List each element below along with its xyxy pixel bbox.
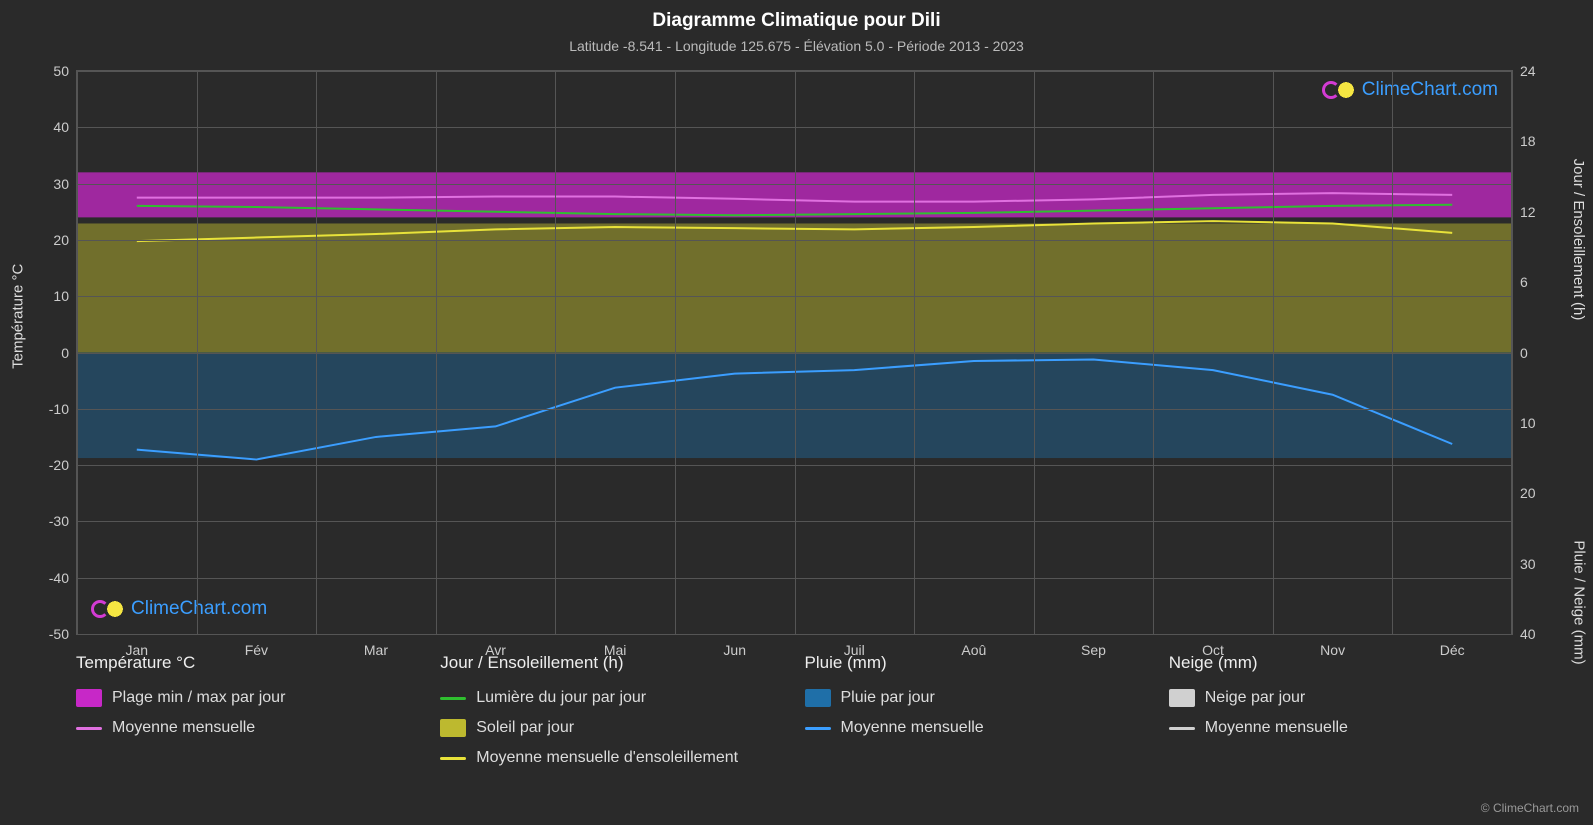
legend-swatch [76, 727, 102, 730]
legend-header: Neige (mm) [1169, 653, 1513, 673]
y-right-bottom-tick: 10 [1512, 415, 1536, 431]
legend-label: Moyenne mensuelle [1205, 719, 1348, 737]
legend-item: Moyenne mensuelle [76, 719, 420, 737]
legend-header: Jour / Ensoleillement (h) [440, 653, 784, 673]
legend-label: Moyenne mensuelle [841, 719, 984, 737]
y-left-tick: 0 [61, 345, 77, 361]
legend: Température °C Plage min / max par jour Mo… [76, 653, 1513, 813]
legend-swatch [805, 727, 831, 730]
legend-swatch [76, 689, 102, 707]
legend-column: Neige (mm) Neige par jour Moyenne mensuell… [1169, 653, 1513, 813]
legend-swatch [440, 757, 466, 760]
copyright-text: © ClimeChart.com [1481, 801, 1579, 815]
y-right-top-tick: 12 [1512, 204, 1536, 220]
legend-label: Plage min / max par jour [112, 689, 285, 707]
y-axis-left-label: Température °C [10, 263, 27, 368]
legend-item: Soleil par jour [440, 719, 784, 737]
y-left-tick: 40 [53, 119, 77, 135]
legend-swatch [805, 689, 831, 707]
legend-label: Moyenne mensuelle [112, 719, 255, 737]
y-right-top-tick: 0 [1512, 345, 1528, 361]
legend-label: Lumière du jour par jour [476, 689, 646, 707]
y-axis-right-top-label: Jour / Ensoleillement (h) [1571, 159, 1588, 321]
plot-area: ClimeChart.com ClimeChart.com -50-40-30-… [76, 70, 1513, 635]
chart-title: Diagramme Climatique pour Dili [0, 0, 1593, 32]
y-right-bottom-tick: 40 [1512, 626, 1536, 642]
y-right-top-tick: 18 [1512, 133, 1536, 149]
climate-chart-container: Diagramme Climatique pour Dili Latitude … [0, 0, 1593, 825]
legend-column: Pluie (mm) Pluie par jour Moyenne mensuell… [805, 653, 1149, 813]
legend-item: Moyenne mensuelle [805, 719, 1149, 737]
y-right-top-tick: 24 [1512, 63, 1536, 79]
legend-swatch [1169, 727, 1195, 730]
legend-item: Plage min / max par jour [76, 689, 420, 707]
legend-swatch [1169, 689, 1195, 707]
y-left-tick: 20 [53, 232, 77, 248]
y-left-tick: -50 [49, 626, 77, 642]
legend-column: Jour / Ensoleillement (h) Lumière du jour… [440, 653, 784, 813]
y-right-bottom-tick: 30 [1512, 556, 1536, 572]
y-left-tick: 50 [53, 63, 77, 79]
legend-swatch [440, 719, 466, 737]
legend-item: Moyenne mensuelle [1169, 719, 1513, 737]
y-left-tick: 30 [53, 176, 77, 192]
legend-label: Moyenne mensuelle d'ensoleillement [476, 749, 738, 767]
y-left-tick: -30 [49, 513, 77, 529]
legend-item: Pluie par jour [805, 689, 1149, 707]
legend-item: Neige par jour [1169, 689, 1513, 707]
y-left-tick: -20 [49, 457, 77, 473]
chart-subtitle: Latitude -8.541 - Longitude 125.675 - Él… [0, 38, 1593, 54]
legend-label: Pluie par jour [841, 689, 935, 707]
y-axis-right-bottom-label: Pluie / Neige (mm) [1571, 540, 1588, 664]
legend-item: Lumière du jour par jour [440, 689, 784, 707]
y-left-tick: -40 [49, 570, 77, 586]
legend-label: Soleil par jour [476, 719, 574, 737]
legend-column: Température °C Plage min / max par jour Mo… [76, 653, 420, 813]
y-right-bottom-tick: 20 [1512, 485, 1536, 501]
legend-swatch [440, 697, 466, 700]
legend-label: Neige par jour [1205, 689, 1306, 707]
y-left-tick: 10 [53, 288, 77, 304]
y-right-top-tick: 6 [1512, 274, 1528, 290]
legend-header: Température °C [76, 653, 420, 673]
y-left-tick: -10 [49, 401, 77, 417]
legend-item: Moyenne mensuelle d'ensoleillement [440, 749, 784, 767]
legend-header: Pluie (mm) [805, 653, 1149, 673]
